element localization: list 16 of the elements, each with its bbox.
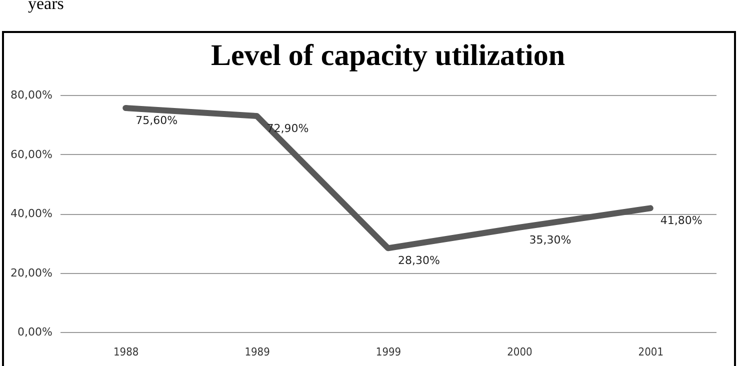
data-label: 75,60% — [136, 114, 178, 128]
y-tick-label: 60,00% — [10, 148, 52, 161]
y-tick-label: 20,00% — [10, 266, 52, 280]
y-tick-label: 40,00% — [10, 207, 52, 220]
data-label: 41,80% — [660, 214, 702, 228]
y-tick-label: 80,00% — [10, 88, 52, 102]
data-label: 28,30% — [398, 254, 440, 268]
text: years — [28, 0, 64, 14]
x-tick-label: 1999 — [376, 346, 402, 358]
x-tick-label: 1989 — [244, 346, 270, 358]
chart-title: Level of capacity utilization — [210, 39, 566, 72]
data-label: 35,30% — [529, 233, 572, 246]
x-tick-label: 2001 — [638, 346, 664, 358]
x-tick-label: 2000 — [507, 346, 532, 358]
x-tick-label: 1988 — [114, 346, 139, 358]
y-tick-label: 0,00% — [18, 326, 52, 338]
